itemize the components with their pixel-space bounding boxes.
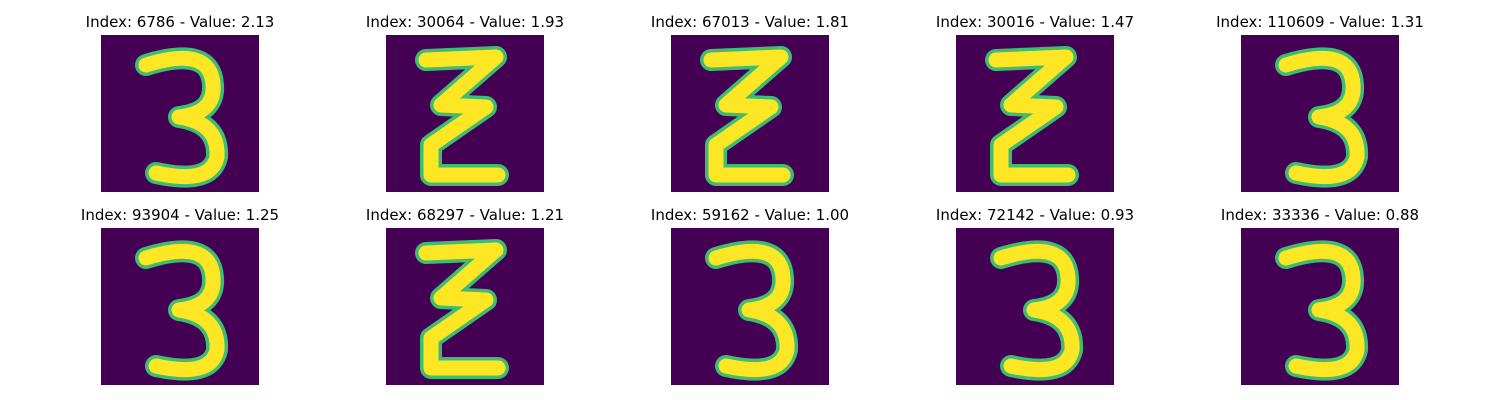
digit-image — [101, 228, 259, 385]
digit-image — [671, 228, 829, 385]
panel-title: Index: 59162 - Value: 1.00 — [650, 206, 850, 224]
digit-image — [1241, 35, 1399, 192]
panel-title: Index: 68297 - Value: 1.21 — [365, 206, 565, 224]
digit-image — [386, 228, 544, 385]
panel-title: Index: 30016 - Value: 1.47 — [935, 13, 1135, 31]
digit-image — [956, 35, 1114, 192]
panel-title: Index: 67013 - Value: 1.81 — [650, 13, 850, 31]
panel-title: Index: 110609 - Value: 1.31 — [1216, 13, 1424, 31]
panel-title: Index: 6786 - Value: 2.13 — [85, 13, 275, 31]
panel-title: Index: 30064 - Value: 1.93 — [365, 13, 565, 31]
digit-image — [671, 35, 829, 192]
digit-image — [101, 35, 259, 192]
panel-title: Index: 93904 - Value: 1.25 — [80, 206, 280, 224]
digit-image — [386, 35, 544, 192]
digit-image — [956, 228, 1114, 385]
panel-title: Index: 72142 - Value: 0.93 — [935, 206, 1135, 224]
digit-image — [1241, 228, 1399, 385]
panel-title: Index: 33336 - Value: 0.88 — [1220, 206, 1420, 224]
